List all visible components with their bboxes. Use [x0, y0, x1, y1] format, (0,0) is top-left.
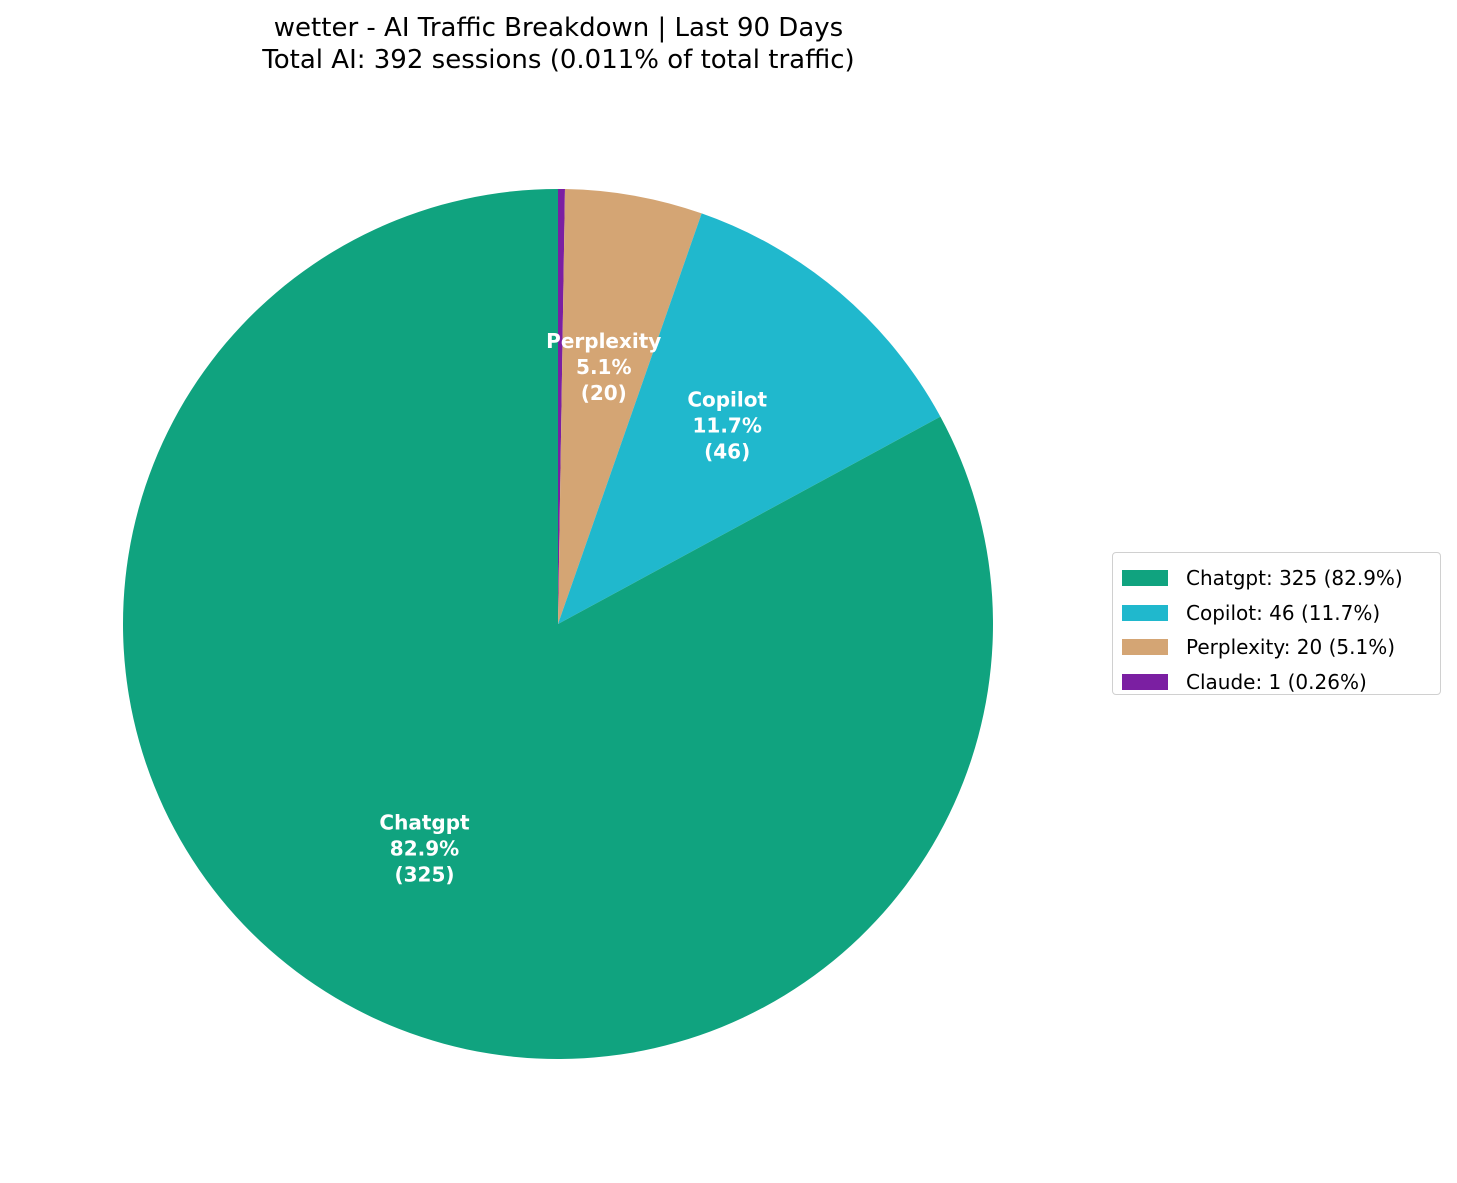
slice-label-copilot: Copilot 11.7% (46) — [687, 387, 767, 463]
legend-label: Perplexity: 20 (5.1%) — [1186, 635, 1396, 660]
slice-label-chatgpt: Chatgpt 82.9% (325) — [379, 810, 470, 886]
legend-swatch — [1122, 673, 1168, 690]
pie-slice-claude — [558, 189, 565, 624]
pie-slices — [123, 189, 994, 1060]
slice-label-perplexity: Perplexity 5.1% (20) — [546, 329, 661, 405]
legend-item-perplexity: Perplexity: 20 (5.1%) — [1122, 630, 1440, 665]
legend-swatch — [1122, 639, 1168, 656]
legend-label: Chatgpt: 325 (82.9%) — [1186, 566, 1403, 591]
legend-item-chatgpt: Chatgpt: 325 (82.9%) — [1122, 561, 1440, 596]
legend-swatch — [1122, 570, 1168, 587]
pie-slice-perplexity — [558, 189, 702, 624]
chart-title-line1: wetter - AI Traffic Breakdown | Last 90 … — [273, 13, 844, 43]
pie-slice-labels: Perplexity 5.1% (20) Copilot 11.7% (46) Chatgp… — [379, 329, 767, 886]
legend-swatch — [1122, 604, 1168, 621]
legend-label: Claude: 1 (0.26%) — [1186, 669, 1367, 694]
pie-slice-chatgpt — [123, 189, 994, 1060]
legend-item-claude: Claude: 1 (0.26%) — [1122, 665, 1440, 700]
chart-title: wetter - AI Traffic Breakdown | Last 90 … — [0, 12, 1117, 76]
chart-title-line2: Total AI: 392 sessions (0.011% of total … — [262, 45, 855, 75]
legend-item-copilot: Copilot: 46 (11.7%) — [1122, 596, 1440, 631]
chart-legend: Chatgpt: 325 (82.9%) Copilot: 46 (11.7%)… — [1112, 552, 1441, 695]
pie-slice-copilot — [558, 213, 941, 624]
legend-label: Copilot: 46 (11.7%) — [1186, 600, 1381, 625]
